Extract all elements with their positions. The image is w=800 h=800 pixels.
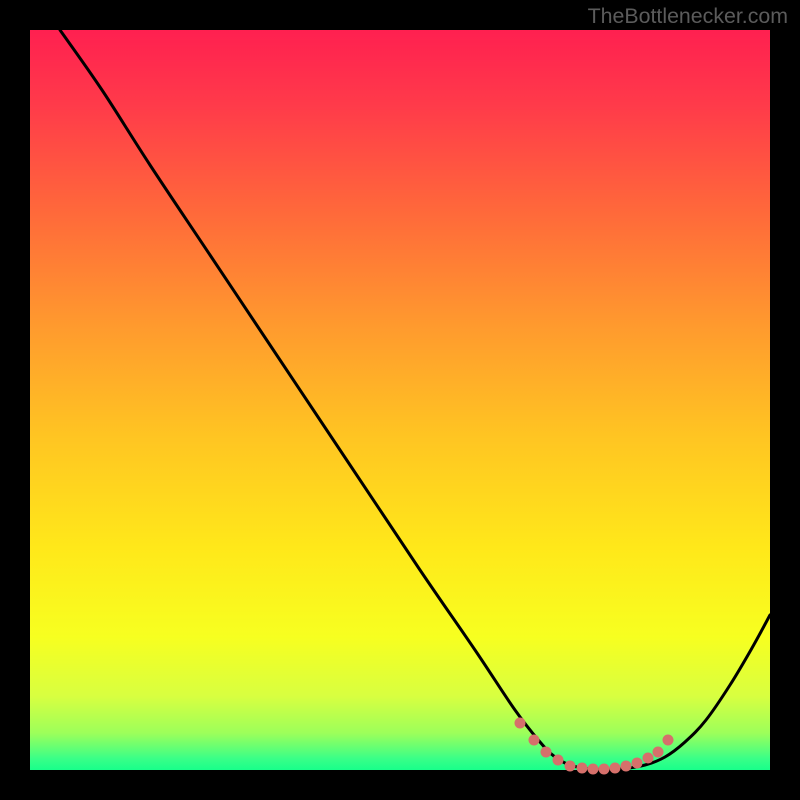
optimal-marker (599, 764, 610, 775)
optimal-marker (610, 763, 621, 774)
optimal-marker (588, 764, 599, 775)
optimal-marker (529, 735, 540, 746)
optimal-marker (541, 747, 552, 758)
optimal-marker (643, 753, 654, 764)
optimal-marker (621, 761, 632, 772)
optimal-marker (577, 763, 588, 774)
optimal-marker (663, 735, 674, 746)
bottleneck-curve (60, 30, 770, 770)
optimal-marker (565, 761, 576, 772)
plot-area (30, 30, 770, 770)
watermark-label: TheBottlenecker.com (588, 4, 788, 29)
optimal-range-markers (515, 718, 674, 775)
optimal-marker (553, 755, 564, 766)
optimal-marker (515, 718, 526, 729)
optimal-marker (653, 747, 664, 758)
optimal-marker (632, 758, 643, 769)
curve-layer (30, 30, 770, 770)
